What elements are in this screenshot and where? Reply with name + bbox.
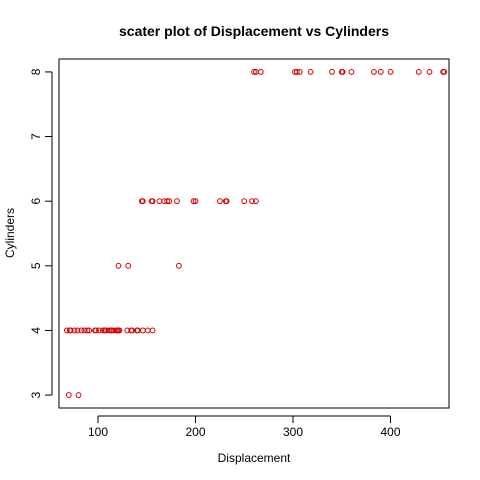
- chart-title: scater plot of Displacement vs Cylinders: [119, 23, 389, 39]
- x-axis-label: Displacement: [218, 451, 291, 465]
- data-point: [63, 327, 70, 334]
- data-point: [348, 69, 355, 75]
- data-point: [339, 69, 346, 75]
- data-point: [307, 69, 314, 75]
- data-point: [93, 327, 99, 334]
- data-point: [65, 392, 72, 398]
- data-point: [74, 327, 81, 334]
- plot-frame: [58, 58, 450, 409]
- data-point: [174, 198, 180, 205]
- y-tick-label: 8: [29, 68, 43, 75]
- data-point: [296, 69, 303, 75]
- data-points: [63, 69, 448, 398]
- data-point: [139, 198, 146, 205]
- y-tick-label: 6: [29, 198, 43, 205]
- data-point: [115, 262, 122, 269]
- x-tick-label: 400: [380, 425, 400, 439]
- y-axis: 3 4 5 6 7 8: [29, 68, 53, 398]
- data-point: [176, 262, 182, 269]
- data-point: [294, 69, 300, 75]
- data-point: [387, 69, 394, 75]
- data-point: [75, 392, 82, 398]
- data-point: [249, 198, 255, 205]
- data-point: [190, 198, 197, 205]
- data-point: [329, 69, 335, 75]
- data-point: [84, 327, 91, 334]
- y-tick-label: 7: [29, 133, 43, 140]
- data-point: [415, 69, 422, 75]
- y-tick-label: 5: [29, 262, 43, 269]
- y-tick-label: 4: [29, 327, 43, 334]
- y-axis-label: Cylinders: [3, 208, 17, 258]
- data-point: [441, 69, 448, 75]
- data-point: [96, 327, 102, 334]
- data-point: [377, 69, 384, 75]
- data-point: [166, 198, 173, 205]
- data-point: [116, 327, 123, 334]
- data-point: [78, 327, 85, 334]
- x-tick-label: 200: [185, 425, 205, 439]
- data-point: [149, 327, 156, 334]
- data-point: [251, 69, 257, 75]
- data-point: [125, 262, 132, 269]
- data-point: [86, 327, 93, 334]
- data-point: [426, 69, 433, 75]
- data-point: [71, 327, 78, 334]
- data-point: [99, 327, 106, 334]
- data-point: [192, 198, 199, 205]
- data-point: [241, 198, 248, 205]
- data-point: [253, 198, 259, 205]
- data-point: [164, 198, 171, 205]
- data-point: [149, 198, 156, 205]
- y-tick-label: 3: [29, 391, 43, 398]
- data-point: [223, 198, 230, 205]
- data-point: [257, 69, 264, 75]
- x-tick-label: 300: [283, 425, 303, 439]
- data-point: [216, 198, 223, 205]
- x-axis: 100 200 300 400: [88, 415, 401, 439]
- x-tick-label: 100: [88, 425, 108, 439]
- data-point: [371, 69, 377, 75]
- data-point: [67, 327, 74, 334]
